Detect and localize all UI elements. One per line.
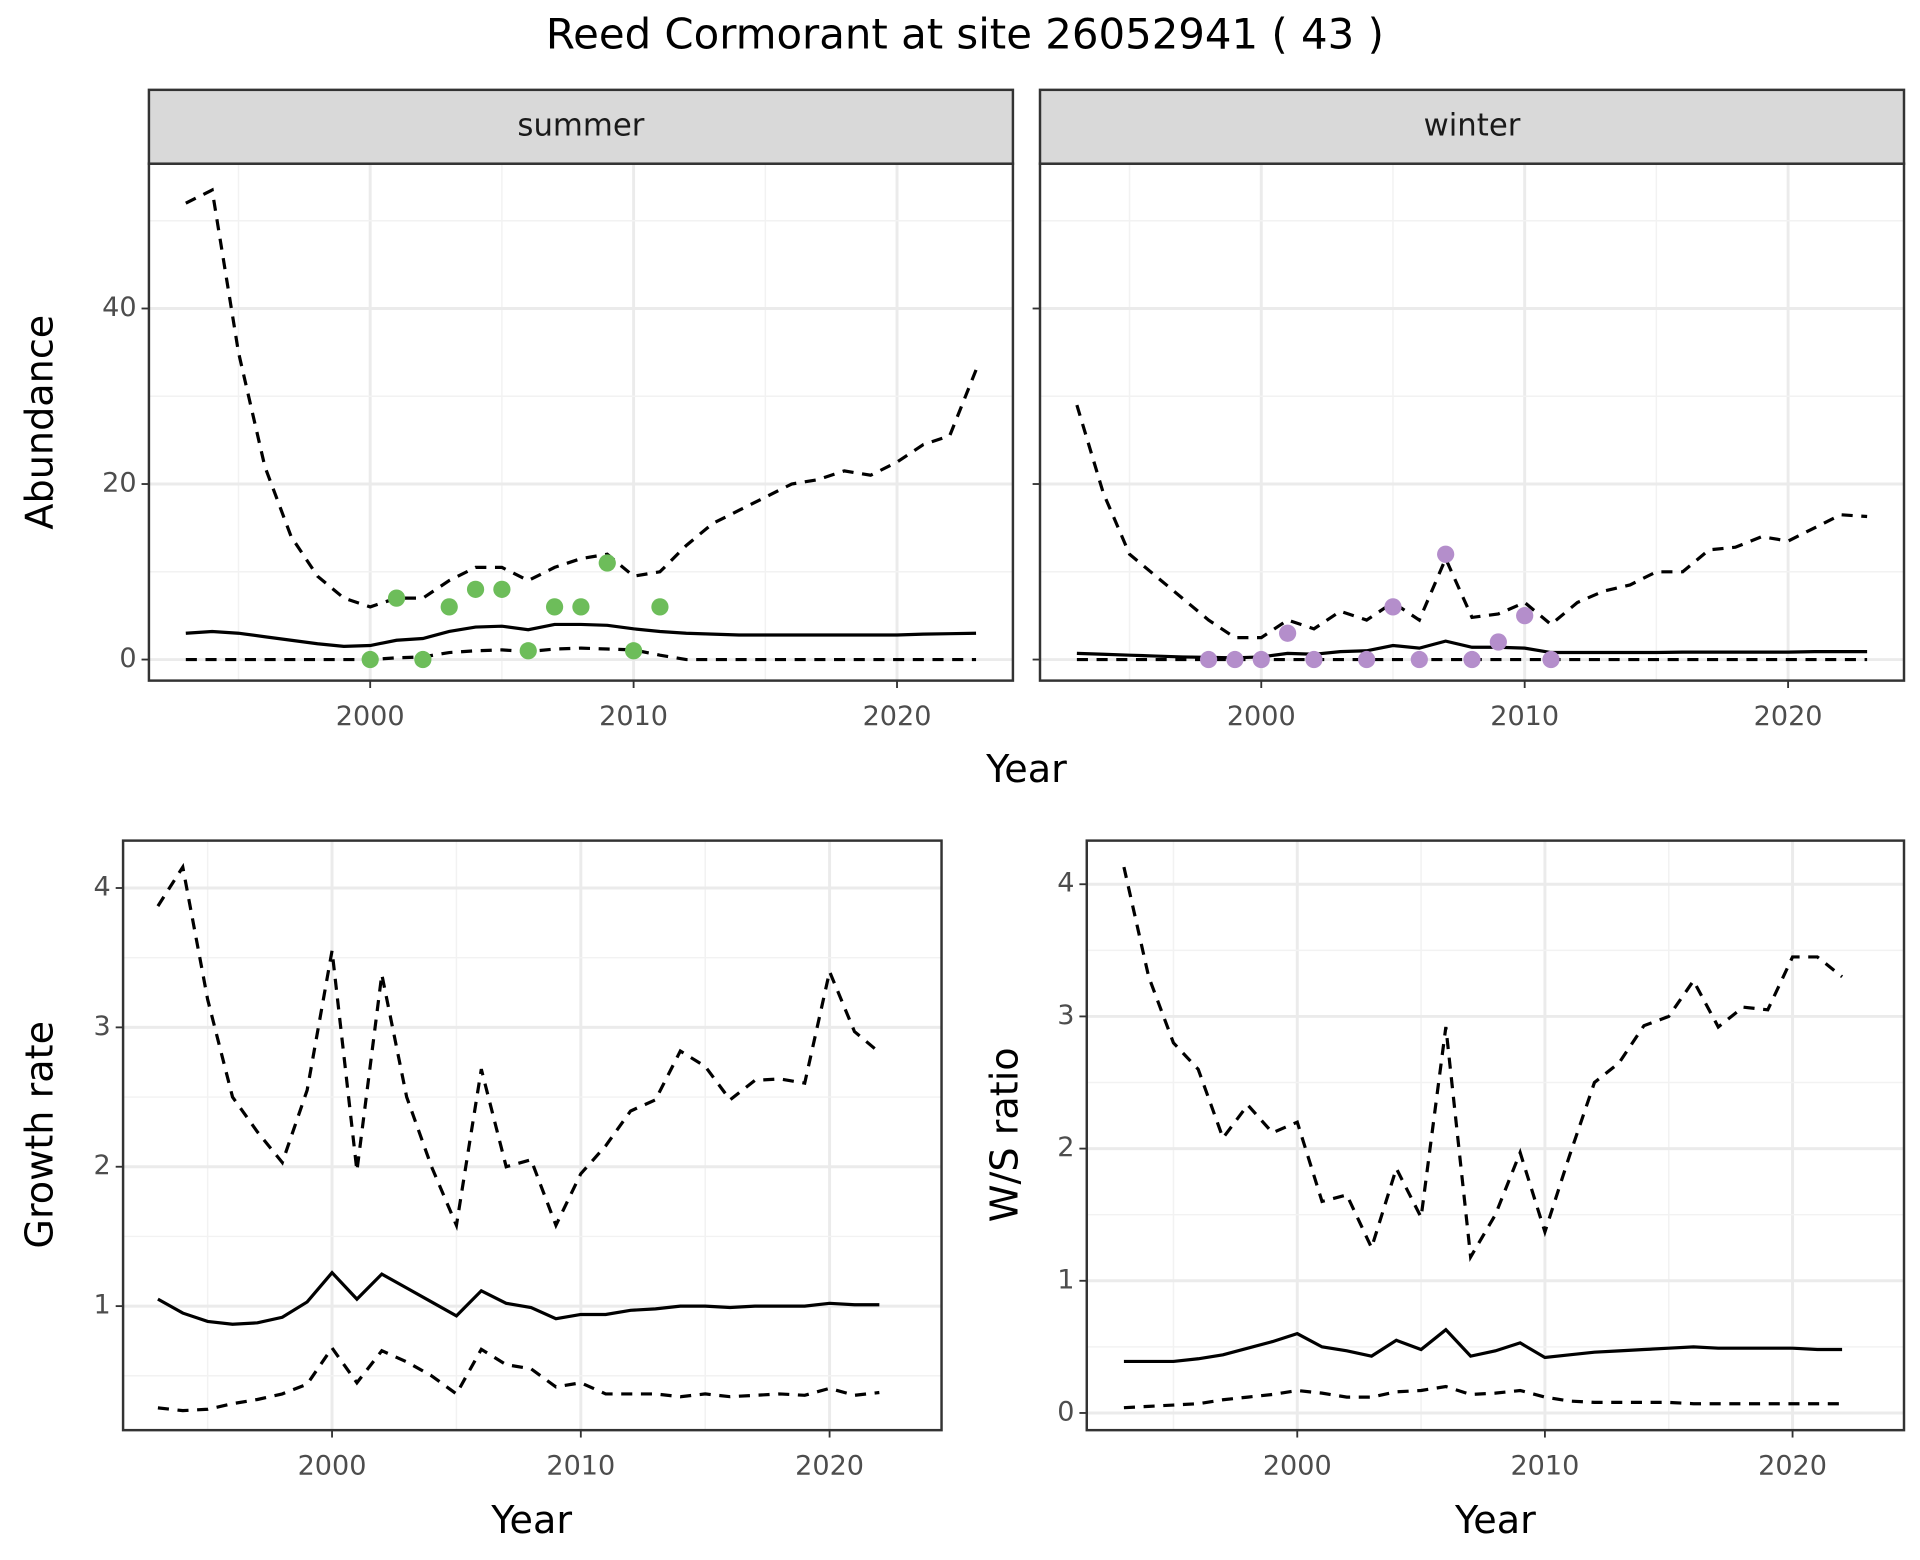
strip-label: winter [1424, 107, 1521, 143]
data-point [624, 642, 643, 660]
y-tick-label: 3 [1057, 1000, 1074, 1031]
y-tick-label: 3 [94, 1011, 111, 1042]
y-axis-title: Growth rate [17, 1021, 61, 1249]
dashed-line [185, 187, 978, 609]
x-tick-label: 2020 [863, 701, 932, 732]
x-tick-label: 2000 [298, 1451, 367, 1482]
data-point [493, 580, 511, 598]
data-point [414, 650, 432, 669]
y-axis-title: Abundance [17, 315, 61, 530]
x-axis-title: Year [1454, 1498, 1536, 1542]
dashed-line [157, 1345, 880, 1413]
data-point [1358, 650, 1376, 669]
data-point [519, 642, 537, 660]
data-point [440, 598, 458, 616]
y-tick-label: 20 [102, 468, 136, 499]
x-tick-label: 2010 [1490, 701, 1559, 732]
panel-background [148, 163, 1013, 681]
data-point [387, 589, 406, 607]
data-point [1199, 650, 1218, 669]
strip-label: summer [517, 107, 644, 143]
solid-line [1123, 1327, 1843, 1364]
x-tick-label: 2020 [1754, 701, 1823, 732]
data-point [1410, 650, 1428, 669]
y-tick-label: 2 [1057, 1132, 1074, 1163]
y-tick-label: 4 [94, 872, 111, 903]
data-point [1252, 650, 1270, 669]
data-point [598, 554, 616, 572]
dashed-line [185, 646, 977, 662]
panel-border [1085, 839, 1906, 1432]
solid-line [185, 622, 977, 648]
x-axis-title: Year [985, 747, 1067, 791]
data-point [1463, 650, 1481, 669]
data-point [1384, 598, 1402, 616]
x-tick-label: 2000 [1263, 1451, 1332, 1482]
data-point [572, 598, 590, 616]
y-tick-label: 40 [102, 292, 136, 323]
y-tick-label: 1 [94, 1290, 111, 1321]
x-axis-title: Year [490, 1498, 572, 1542]
panel-background [123, 840, 942, 1431]
x-tick-label: 2010 [599, 701, 668, 732]
data-point [1437, 545, 1455, 563]
dashed-line [156, 862, 881, 1232]
y-tick-label: 4 [1057, 868, 1074, 899]
panel-border [121, 839, 943, 1432]
y-tick-label: 2 [94, 1150, 111, 1181]
panel-background [1040, 163, 1904, 681]
data-point [361, 650, 379, 669]
solid-line [157, 1270, 880, 1326]
data-point [1278, 624, 1297, 642]
data-point [1516, 607, 1534, 625]
data-point [1305, 650, 1323, 669]
strip [147, 88, 1015, 165]
dashed-line [1123, 1384, 1843, 1410]
y-tick-label: 0 [1057, 1396, 1074, 1427]
y-tick-label: 1 [1057, 1264, 1074, 1295]
x-tick-label: 2020 [795, 1451, 864, 1482]
data-point [1542, 650, 1560, 669]
x-tick-label: 2000 [1227, 701, 1296, 732]
strip [1038, 88, 1906, 165]
x-tick-label: 2000 [336, 701, 405, 732]
panel-background [1086, 840, 1904, 1431]
data-point [466, 580, 485, 598]
data-point [651, 598, 669, 616]
y-tick-label: 0 [119, 643, 136, 674]
data-point [545, 598, 564, 616]
x-tick-label: 2020 [1758, 1451, 1827, 1482]
dashed-line [1122, 866, 1844, 1262]
data-point [1489, 633, 1507, 651]
dashed-line [1075, 404, 1868, 640]
data-point [1226, 650, 1244, 669]
y-axis-title: W/S ratio [982, 1047, 1026, 1222]
x-tick-label: 2010 [1510, 1451, 1579, 1482]
figure-title: Reed Cormorant at site 26052941 ( 43 ) [546, 9, 1384, 58]
x-tick-label: 2010 [546, 1451, 615, 1482]
